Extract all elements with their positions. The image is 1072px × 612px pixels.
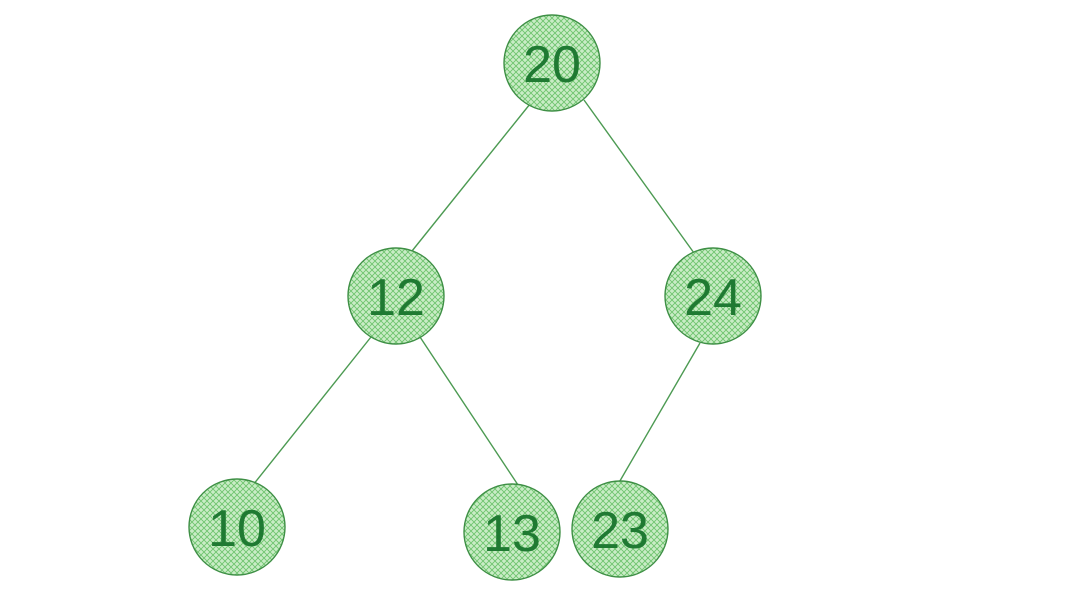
tree-node-13: 13 xyxy=(463,483,561,581)
node-label: 20 xyxy=(523,36,581,94)
node-circle xyxy=(664,247,762,345)
node-circle xyxy=(188,478,286,576)
tree-node-23: 23 xyxy=(571,480,669,578)
node-circle xyxy=(571,480,669,578)
node-label: 13 xyxy=(483,505,541,563)
node-circle xyxy=(347,247,445,345)
edge-n24-n23 xyxy=(616,342,701,487)
node-circle xyxy=(503,14,601,112)
node-label: 23 xyxy=(591,502,649,560)
edge-n12-n13 xyxy=(419,336,521,489)
edge-n20-n12 xyxy=(411,103,531,252)
node-label: 12 xyxy=(367,269,425,327)
tree-node-20: 20 xyxy=(503,14,601,112)
node-label: 10 xyxy=(208,500,266,558)
edge-n20-n24 xyxy=(583,99,695,254)
tree-node-12: 12 xyxy=(347,247,445,345)
tree-node-24: 24 xyxy=(664,247,762,345)
node-label: 24 xyxy=(684,269,742,327)
nodes: 20 12 24 10 13 23 xyxy=(188,14,762,581)
node-circle xyxy=(463,483,561,581)
tree-node-10: 10 xyxy=(188,478,286,576)
edge-n12-n10 xyxy=(252,336,372,486)
edges xyxy=(252,99,701,489)
